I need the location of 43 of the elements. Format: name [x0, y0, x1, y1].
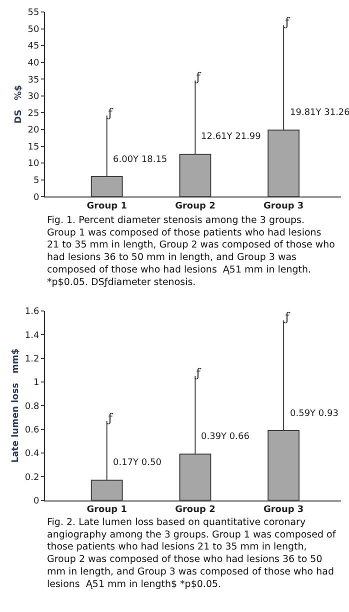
annotation: 19.81Y 31.26: [290, 108, 349, 118]
x-tick-label: Group 3: [263, 505, 304, 516]
y-axis-title: Late lumen loss mm$: [11, 348, 22, 463]
caption: Fig. 2. Late lumen loss based on quantitative coronary angiography among the 3 groups. Group 1 was composed of those patients who had lesions 21 to 35 mm in length, Group 2 was composed of those who had lesions 36 to 50 mm in length, and Group 3 was composed of those who had lesions Ą51 mm in length$ *p$0.05.: [47, 517, 336, 590]
annotation: ƒ: [106, 106, 114, 120]
y-axis-title: DS %$: [14, 84, 24, 124]
annotation: 0.17Y 0.50: [113, 458, 162, 468]
y-tick-label: 55: [28, 8, 40, 18]
annotation: ƒ: [283, 15, 291, 29]
y-tick-label: 20: [28, 126, 40, 136]
y-tick-label: 30: [28, 92, 40, 102]
annotation: ƒ: [283, 310, 291, 324]
y-tick-label: 1.2: [24, 354, 40, 364]
y-tick-label: 0.4: [24, 449, 40, 460]
annotation: 12.61Y 21.99: [201, 132, 262, 142]
y-tick-label: 35: [28, 75, 40, 86]
annotation: 6.00Y 18.15: [113, 155, 168, 165]
y-tick-label: 0: [33, 192, 40, 203]
annotation: ƒ: [194, 70, 202, 84]
y-tick-label: 1: [33, 378, 40, 388]
y-tick-label: 15: [28, 142, 40, 152]
annotation: 0.59Y 0.93: [290, 409, 338, 419]
y-tick-label: 25: [28, 108, 40, 119]
y-tick-label: 1.6: [24, 307, 40, 318]
y-tick-label: 5: [33, 176, 40, 186]
annotation: ƒ: [106, 411, 114, 425]
annotation: ƒ: [194, 366, 202, 380]
caption: Fig. 1. Percent diameter stenosis among the 3 groups. Group 1 was composed of those patients who had lesions 21 to 35 mm in length, Group 2 was composed of those who had lesions 36 to 50 mm in length, and Group 3 was composed of those who had lesions Ą51 mm in length. *p$0.05. DSƒdiameter stenosis.: [47, 215, 336, 288]
y-tick-label: 0.6: [24, 425, 40, 436]
y-tick-label: 0.8: [24, 402, 40, 412]
y-tick-label: 1.4: [24, 330, 40, 341]
x-tick-label: Group 1: [86, 201, 127, 212]
x-tick-label: Group 2: [175, 201, 216, 212]
x-tick-label: Group 3: [263, 201, 304, 212]
x-tick-label: Group 2: [175, 505, 216, 516]
x-tick-label: Group 1: [86, 505, 127, 516]
y-tick-label: 50: [28, 24, 40, 35]
y-tick-label: 45: [28, 42, 40, 52]
y-tick-label: 10: [28, 159, 40, 170]
y-tick-label: 0.2: [24, 472, 40, 483]
annotation: 0.39Y 0.66: [201, 432, 250, 442]
y-tick-label: 0: [33, 496, 40, 507]
y-tick-label: 40: [28, 58, 40, 68]
